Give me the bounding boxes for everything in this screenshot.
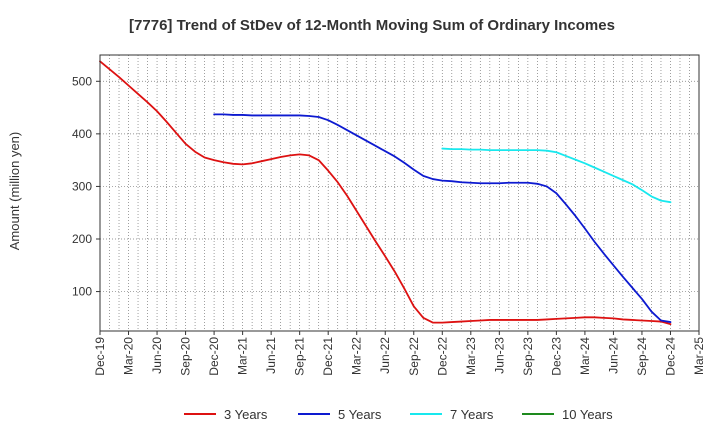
x-tick-label: Sep-22 — [407, 337, 421, 376]
x-tick-label: Sep-20 — [179, 337, 193, 376]
legend-item-7-years: 7 Years — [410, 407, 494, 422]
series-line-3-years — [99, 60, 672, 326]
plot-area — [100, 55, 699, 331]
legend-item-10-years: 10 Years — [522, 407, 613, 422]
x-tick-label: Sep-23 — [521, 337, 535, 376]
y-tick-label: 400 — [72, 127, 92, 141]
y-tick-label: 500 — [72, 74, 92, 88]
series-line-5-years — [213, 113, 672, 323]
x-tick-label: Mar-23 — [464, 337, 478, 375]
x-tick-label: Dec-23 — [549, 337, 563, 376]
x-tick-label: Mar-24 — [578, 337, 592, 375]
plot-frame — [99, 54, 700, 332]
x-tick-label: Mar-21 — [236, 337, 250, 375]
x-tick-label: Dec-19 — [93, 337, 107, 376]
legend: 3 Years 5 Years 7 Years 10 Years — [184, 407, 613, 422]
y-ticks: 100 200 300 400 500 — [72, 74, 100, 299]
chart-title: [7776] Trend of StDev of 12-Month Moving… — [129, 17, 615, 34]
x-ticks: Dec-19 Mar-20 Jun-20 Sep-20 Dec-20 Mar-21 Jun-… — [93, 331, 706, 376]
legend-label: 7 Years — [450, 407, 494, 422]
legend-item-5-years: 5 Years — [298, 407, 382, 422]
y-tick-label: 100 — [72, 285, 92, 299]
x-tick-label: Mar-20 — [122, 337, 136, 375]
legend-label: 10 Years — [562, 407, 613, 422]
grid — [99, 55, 700, 331]
x-tick-label: Dec-21 — [321, 337, 335, 376]
y-axis-label: Amount (million yen) — [7, 132, 22, 251]
x-tick-label: Sep-21 — [293, 337, 307, 376]
x-tick-label: Jun-23 — [492, 337, 506, 374]
x-tick-label: Jun-21 — [264, 337, 278, 374]
series-line-7-years — [441, 147, 672, 204]
legend-label: 3 Years — [224, 407, 268, 422]
x-tick-label: Mar-25 — [692, 337, 706, 375]
x-tick-label: Dec-24 — [663, 337, 677, 376]
legend-label: 5 Years — [338, 407, 382, 422]
y-tick-label: 200 — [72, 232, 92, 246]
series-layer — [99, 60, 672, 326]
x-tick-label: Sep-24 — [635, 337, 649, 376]
x-tick-label: Mar-22 — [350, 337, 364, 375]
x-tick-label: Jun-22 — [378, 337, 392, 374]
x-tick-label: Jun-24 — [606, 337, 620, 374]
x-tick-label: Dec-20 — [207, 337, 221, 376]
x-tick-label: Jun-20 — [150, 337, 164, 374]
x-tick-label: Dec-22 — [435, 337, 449, 376]
y-tick-label: 300 — [72, 179, 92, 193]
legend-item-3-years: 3 Years — [184, 407, 268, 422]
